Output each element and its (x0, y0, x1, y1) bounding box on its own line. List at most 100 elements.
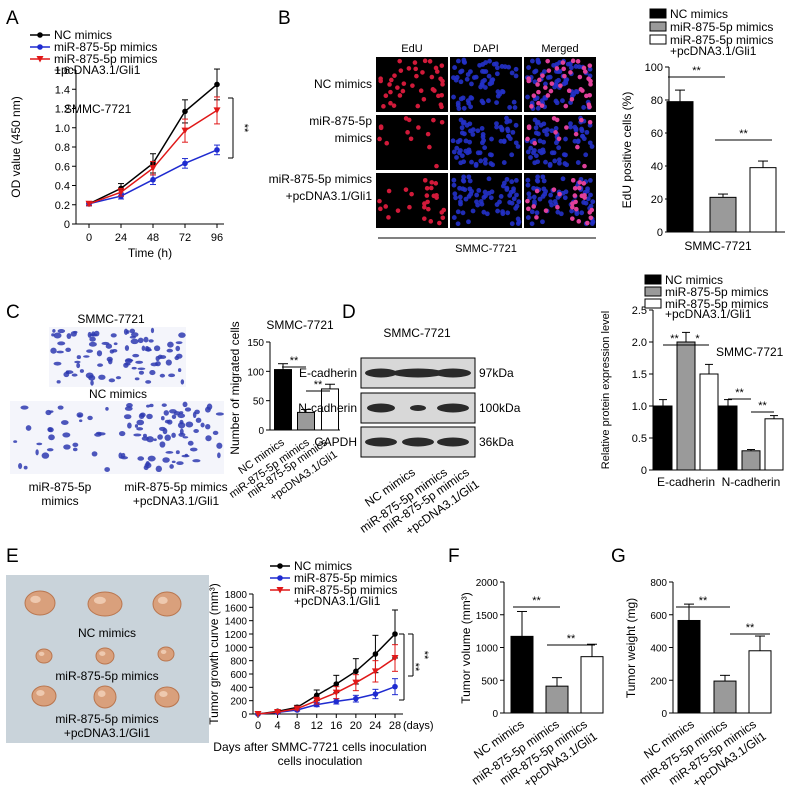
row-label: miR-875-5p mimics (269, 172, 372, 186)
marker-circle (214, 81, 220, 88)
dapi-nucleus (556, 77, 561, 83)
migrated-cell (53, 332, 62, 339)
marker-triangle (352, 679, 360, 687)
migrated-cell (110, 333, 117, 338)
x-tick-label: 72 (179, 232, 191, 244)
dapi-nucleus (513, 178, 519, 183)
dapi-nucleus (455, 209, 461, 215)
migrated-cell (36, 442, 43, 446)
edu-nucleus (377, 198, 382, 204)
migrated-cell (48, 434, 55, 441)
migrated-cell (105, 407, 109, 411)
dapi-nucleus (581, 105, 587, 110)
y-tick-label: 2000 (476, 578, 499, 589)
y-tick-label: 200 (230, 697, 247, 708)
edu-nucleus (574, 206, 579, 212)
edu-nucleus (557, 191, 562, 197)
edu-nucleus (403, 187, 409, 192)
migrated-cell (123, 414, 132, 420)
tumor (93, 685, 117, 709)
migrated-cell (157, 434, 163, 440)
edu-nucleus (588, 78, 593, 84)
migrated-cell (184, 407, 192, 412)
edu-nucleus (430, 87, 436, 92)
dapi-nucleus (504, 115, 509, 121)
dapi-nucleus (583, 152, 589, 158)
dapi-nucleus (474, 192, 480, 198)
dapi-nucleus (554, 100, 560, 106)
edu-nucleus (433, 65, 439, 71)
migrated-cell (150, 327, 155, 334)
y-tick-label: 40 (651, 161, 663, 173)
dapi-nucleus (482, 145, 488, 151)
dapi-nucleus (563, 136, 568, 142)
edu-nucleus (526, 206, 531, 212)
tumor (95, 647, 115, 665)
dapi-nucleus (525, 177, 531, 183)
migrated-cell (56, 380, 61, 384)
y-axis-label: Relative protein expression level (600, 311, 612, 469)
migrated-cell (76, 355, 82, 360)
bar (580, 656, 604, 714)
dapi-nucleus (565, 61, 571, 67)
dapi-nucleus (482, 189, 488, 195)
dapi-nucleus (469, 188, 474, 194)
edu-nucleus (581, 65, 587, 71)
dapi-nucleus (451, 149, 457, 155)
y-tick-label: 100 (645, 62, 663, 74)
migrated-cell (131, 332, 139, 338)
migrated-cell (212, 430, 219, 436)
dapi-nucleus (466, 193, 472, 199)
edu-nucleus (573, 131, 579, 137)
sig-label: ** (238, 124, 250, 133)
edu-nucleus (540, 73, 545, 78)
dapi-nucleus (481, 138, 486, 143)
dapi-nucleus (468, 95, 474, 100)
micrograph (524, 173, 596, 228)
migrated-cell (205, 435, 212, 442)
dapi-nucleus (549, 150, 555, 156)
edu-nucleus (588, 82, 593, 87)
dapi-nucleus (540, 174, 546, 180)
dapi-nucleus (575, 160, 581, 165)
x-tick-label: 0 (86, 232, 92, 244)
edu-nucleus (403, 116, 409, 121)
edu-nucleus (434, 163, 439, 169)
dapi-nucleus (507, 193, 513, 198)
bar (741, 450, 761, 471)
dapi-nucleus (469, 81, 474, 87)
edu-nucleus (551, 116, 557, 121)
migrated-cell (111, 348, 118, 353)
edu-nucleus (570, 216, 575, 221)
edu-nucleus (434, 195, 439, 200)
migrated-cell (137, 367, 146, 371)
dapi-nucleus (480, 100, 486, 106)
y-tick-label: 1.5 (632, 369, 647, 381)
panel-letter: F (448, 546, 460, 567)
migrated-cell (175, 341, 183, 345)
dapi-nucleus (487, 58, 492, 64)
y-tick-label: 500 (481, 676, 498, 687)
marker-circle (392, 631, 398, 637)
edu-nucleus (587, 210, 593, 215)
micrograph (524, 115, 596, 170)
edu-nucleus (383, 93, 389, 99)
y-tick-label: 400 (650, 644, 667, 655)
edu-nucleus (389, 77, 394, 83)
dapi-nucleus (462, 187, 468, 193)
migrated-cell (185, 421, 194, 428)
migrated-cell (72, 442, 79, 448)
migrated-cell (175, 353, 183, 359)
migrated-cell (134, 377, 140, 381)
migrated-cell (178, 432, 186, 437)
panel-letter: D (342, 302, 356, 323)
y-axis-label: Tumor weight (mg) (624, 598, 638, 698)
x-axis-label: SMMC-7721 (684, 239, 752, 253)
sig-label: ** (567, 633, 576, 645)
dapi-nucleus (589, 221, 595, 226)
migrated-cell (163, 410, 169, 416)
edu-nucleus (400, 88, 406, 94)
dapi-nucleus (451, 75, 456, 81)
migrated-cell (205, 423, 211, 430)
marker-circle (37, 32, 43, 38)
